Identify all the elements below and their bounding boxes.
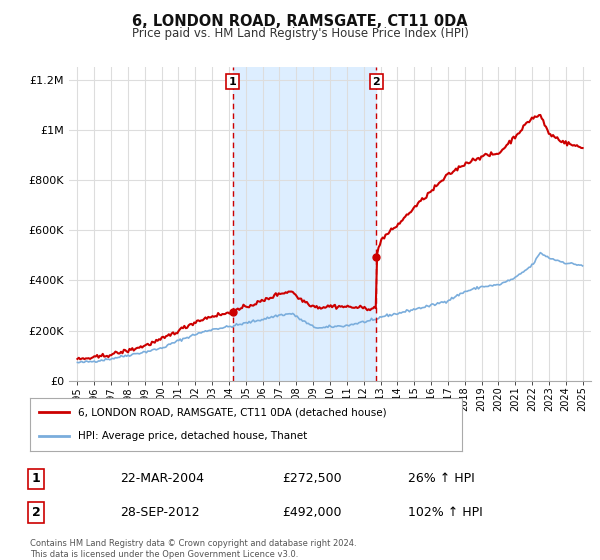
Text: HPI: Average price, detached house, Thanet: HPI: Average price, detached house, Than… <box>77 431 307 441</box>
Text: 6, LONDON ROAD, RAMSGATE, CT11 0DA: 6, LONDON ROAD, RAMSGATE, CT11 0DA <box>132 14 468 29</box>
Text: Price paid vs. HM Land Registry's House Price Index (HPI): Price paid vs. HM Land Registry's House … <box>131 27 469 40</box>
Text: 2: 2 <box>32 506 40 519</box>
Text: 102% ↑ HPI: 102% ↑ HPI <box>408 506 483 519</box>
Text: 22-MAR-2004: 22-MAR-2004 <box>120 472 204 486</box>
Text: This data is licensed under the Open Government Licence v3.0.: This data is licensed under the Open Gov… <box>30 550 298 559</box>
Text: £492,000: £492,000 <box>282 506 341 519</box>
Bar <box>233 67 376 381</box>
Text: 28-SEP-2012: 28-SEP-2012 <box>120 506 200 519</box>
Text: 26% ↑ HPI: 26% ↑ HPI <box>408 472 475 486</box>
Text: 2: 2 <box>373 77 380 87</box>
Text: Contains HM Land Registry data © Crown copyright and database right 2024.: Contains HM Land Registry data © Crown c… <box>30 539 356 548</box>
Text: 1: 1 <box>229 77 236 87</box>
Text: 6, LONDON ROAD, RAMSGATE, CT11 0DA (detached house): 6, LONDON ROAD, RAMSGATE, CT11 0DA (deta… <box>77 408 386 418</box>
Text: 1: 1 <box>32 472 40 486</box>
Text: £272,500: £272,500 <box>282 472 341 486</box>
